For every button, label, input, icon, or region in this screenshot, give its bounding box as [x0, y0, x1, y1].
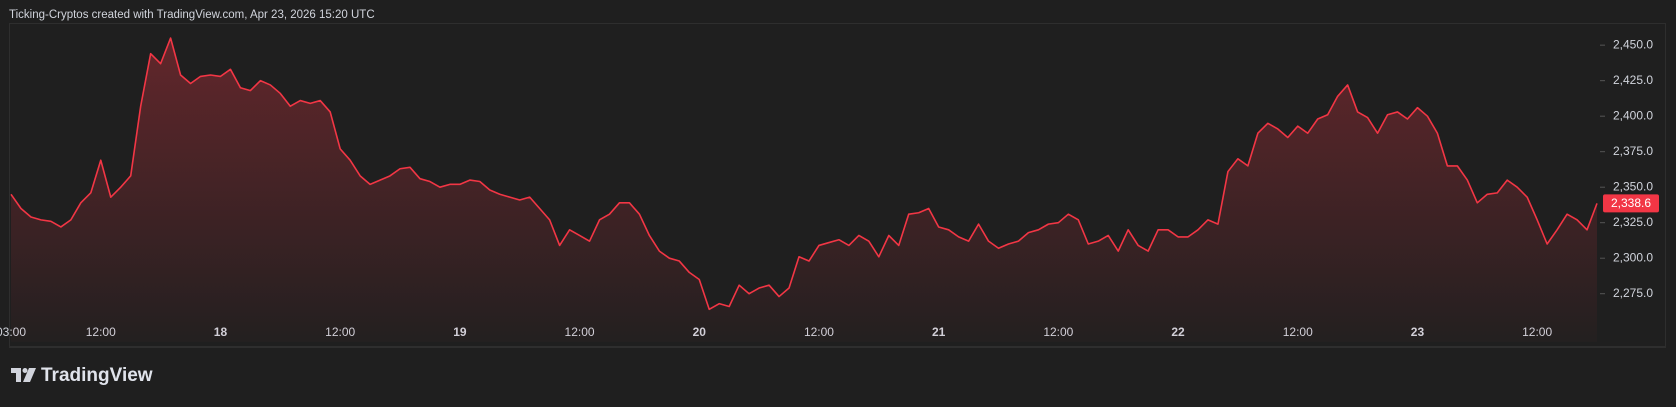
y-tick-label: 2,350.0	[1613, 179, 1653, 193]
y-tick-label: 2,375.0	[1613, 144, 1653, 158]
y-tick-label: 2,450.0	[1613, 37, 1653, 51]
y-tick-label: 2,275.0	[1613, 286, 1653, 300]
y-tick-label: 2,325.0	[1613, 215, 1653, 229]
y-tick-label: 2,400.0	[1613, 108, 1653, 122]
y-tick-label: 2,300.0	[1613, 250, 1653, 264]
last-price-tag	[1603, 194, 1659, 213]
last-price-label: 2,338.6	[1611, 196, 1651, 210]
pane-border	[9, 23, 1666, 348]
brand-logo	[11, 368, 36, 382]
chart-title: Ticking-Cryptos created with TradingView…	[9, 9, 375, 21]
area-fill	[11, 38, 1597, 343]
price-line	[10, 37, 1598, 311]
brand-name: TradingView	[41, 365, 153, 386]
y-tick-label: 2,425.0	[1613, 73, 1653, 87]
